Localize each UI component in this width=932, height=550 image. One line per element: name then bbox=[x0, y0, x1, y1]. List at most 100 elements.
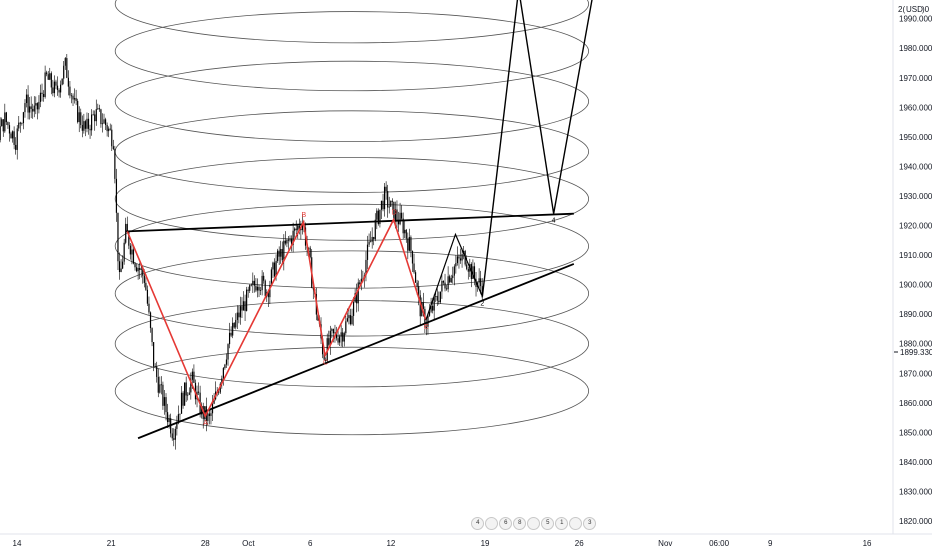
candle-body bbox=[394, 209, 397, 222]
candle-body bbox=[275, 260, 277, 277]
candle-body bbox=[98, 108, 100, 110]
candle-body bbox=[287, 239, 290, 241]
candle-body bbox=[373, 236, 375, 240]
ellipse-ring bbox=[114, 0, 589, 44]
candle-body bbox=[351, 315, 353, 325]
candle-body bbox=[250, 284, 252, 286]
wave-label-4: 4 bbox=[552, 218, 556, 225]
candle-body bbox=[78, 112, 80, 123]
candle-body bbox=[328, 338, 330, 345]
candle-body bbox=[366, 244, 369, 260]
candle-body bbox=[0, 126, 1, 141]
trendline-lower bbox=[137, 263, 575, 440]
event-flag[interactable]: 6 bbox=[499, 517, 513, 530]
candle-body bbox=[224, 364, 226, 369]
candle-body bbox=[25, 94, 28, 104]
candle-body bbox=[46, 72, 48, 75]
candle-body bbox=[16, 128, 18, 150]
candle-body bbox=[455, 263, 457, 267]
wave-label-D: D bbox=[392, 210, 397, 217]
candle-body bbox=[270, 269, 273, 286]
event-flag[interactable] bbox=[485, 517, 499, 530]
x-tick-label: 16 bbox=[863, 539, 872, 548]
candle-body bbox=[84, 121, 87, 129]
event-flag[interactable] bbox=[527, 517, 541, 530]
candle-body bbox=[7, 122, 9, 126]
event-flag[interactable]: 5 bbox=[541, 517, 555, 530]
wave-label-A: A bbox=[203, 420, 208, 427]
candle-body bbox=[104, 119, 107, 126]
candle-body bbox=[225, 359, 228, 365]
candle-body bbox=[449, 276, 451, 283]
candle-body bbox=[359, 282, 361, 285]
candle-body bbox=[83, 121, 85, 131]
candle-body bbox=[335, 332, 338, 339]
candle-body bbox=[385, 186, 387, 192]
time-axis[interactable]: 14 21 28 Oct 6 12 19 26 Nov 06:00 9 16 bbox=[13, 539, 872, 548]
candle-body bbox=[157, 376, 159, 393]
candle-body bbox=[419, 295, 421, 317]
candle-body bbox=[370, 241, 372, 243]
candle-body bbox=[438, 300, 440, 303]
currency-badge[interactable]: 2( USD )0 bbox=[898, 4, 930, 14]
wave-label-2: 2 bbox=[480, 300, 484, 307]
candle-body bbox=[191, 371, 193, 380]
candle-body bbox=[416, 282, 418, 287]
abcde-pattern-line bbox=[126, 217, 427, 418]
ellipse-ring bbox=[114, 11, 590, 92]
candle-body bbox=[106, 125, 108, 132]
candle-body bbox=[480, 278, 482, 287]
event-flag[interactable]: 8 bbox=[513, 517, 527, 530]
candle-body bbox=[47, 74, 49, 80]
candle-body bbox=[126, 223, 128, 232]
candle-body bbox=[264, 280, 266, 296]
x-tick-label: 9 bbox=[768, 539, 773, 548]
candle-body bbox=[284, 240, 286, 244]
candle-body bbox=[230, 332, 232, 336]
candle-body bbox=[329, 330, 331, 345]
candle-body bbox=[50, 73, 52, 88]
candle-body bbox=[425, 326, 428, 328]
candle-body bbox=[210, 413, 212, 417]
event-flag[interactable]: 3 bbox=[583, 517, 597, 530]
candle-body bbox=[348, 315, 350, 319]
candle-body bbox=[232, 322, 234, 336]
event-flag[interactable]: 1 bbox=[555, 517, 569, 530]
candle-body bbox=[117, 212, 119, 262]
candle-body bbox=[69, 86, 71, 96]
candle-body bbox=[120, 268, 122, 272]
candle-body bbox=[258, 286, 260, 291]
x-tick-label: 28 bbox=[201, 539, 210, 548]
candle-body bbox=[281, 249, 283, 261]
candle-body bbox=[442, 280, 445, 283]
candle-body bbox=[176, 423, 178, 429]
event-flag[interactable] bbox=[569, 517, 583, 530]
candle-body bbox=[38, 101, 40, 110]
candle-body bbox=[55, 81, 57, 86]
candle-body bbox=[269, 285, 271, 298]
candle-body bbox=[163, 397, 166, 406]
candle-body bbox=[399, 212, 401, 225]
candle-body bbox=[36, 103, 38, 110]
candle-body bbox=[77, 100, 79, 123]
candle-body bbox=[1, 119, 3, 127]
candle-body bbox=[22, 112, 25, 124]
candle-body bbox=[343, 333, 345, 342]
price-axis[interactable]: 1820.000 1830.000 1840.000 1850.000 1860.000… bbox=[899, 0, 932, 526]
candle-body bbox=[89, 128, 91, 131]
candle-body bbox=[153, 342, 155, 367]
candle-body bbox=[433, 296, 435, 311]
candle-body bbox=[452, 275, 454, 279]
candle-body bbox=[436, 295, 438, 301]
candle-body bbox=[182, 392, 184, 406]
candle-body bbox=[342, 332, 344, 342]
event-flag[interactable]: 4 bbox=[471, 517, 485, 530]
candle-body bbox=[459, 258, 462, 261]
x-tick-label: 26 bbox=[575, 539, 584, 548]
candle-body bbox=[233, 322, 235, 328]
drawing-layer bbox=[125, 0, 593, 440]
candle-body bbox=[100, 109, 102, 125]
